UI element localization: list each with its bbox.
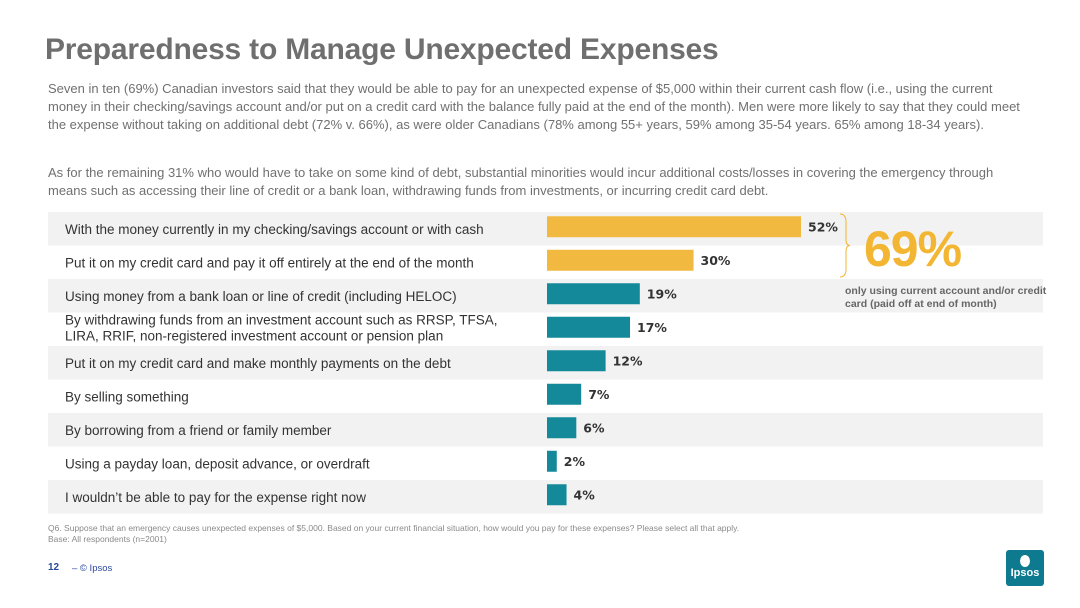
bar-value-label: 6% (583, 420, 605, 435)
category-label-line: LIRA, RRIF, non-registered investment ac… (65, 329, 443, 344)
category-label: By withdrawing funds from an investment … (65, 313, 497, 344)
bar (547, 316, 631, 338)
category-label: With the money currently in my checking/… (65, 222, 484, 237)
bar-value-label: 30% (701, 253, 731, 268)
bar (547, 484, 567, 506)
category-label: Using a payday loan, deposit advance, or… (65, 456, 370, 471)
footnote-base: Base: All respondents (n=2001) (48, 534, 167, 544)
category-label-line: By withdrawing funds from an investment … (65, 313, 497, 328)
page-title: Preparedness to Manage Unexpected Expens… (45, 33, 719, 66)
logo-dot-icon (1020, 555, 1030, 567)
bar (547, 383, 582, 405)
bar-value-label: 12% (613, 353, 643, 368)
summary-paragraph-2: As for the remaining 31% who would have … (48, 165, 994, 198)
bar-value-label: 2% (564, 454, 586, 469)
bar (547, 450, 557, 472)
bar-value-label: 19% (647, 286, 677, 301)
bar (547, 283, 640, 305)
logo-text: Ipsos (1010, 567, 1040, 579)
bar (547, 249, 694, 271)
bar-value-label: 17% (637, 320, 667, 335)
annotation-total-percent: 69% (864, 221, 962, 277)
category-label: I wouldn’t be able to pay for the expens… (65, 490, 366, 505)
bar-value-label: 52% (808, 219, 838, 234)
page-number: 12 (48, 562, 60, 573)
footnote: Q6. Suppose that an emergency causes une… (48, 523, 739, 545)
bar (547, 216, 801, 238)
bar (547, 350, 606, 372)
category-label: Put it on my credit card and pay it off … (65, 255, 474, 270)
bar-value-label: 4% (574, 487, 596, 502)
footnote-question: Q6. Suppose that an emergency causes une… (48, 523, 740, 533)
category-label: By borrowing from a friend or family mem… (65, 423, 332, 438)
row-band (48, 346, 1043, 380)
bar (547, 417, 577, 439)
category-label: Using money from a bank loan or line of … (65, 289, 457, 304)
annotation-bracket (839, 213, 851, 278)
row-band (48, 413, 1043, 447)
annotation-note: only using current account and/or credit… (845, 285, 1047, 310)
category-label: Put it on my credit card and make monthl… (65, 356, 451, 371)
row-band (48, 480, 1043, 514)
summary-paragraph-1: Seven in ten (69%) Canadian investors sa… (48, 81, 1020, 132)
row-band (48, 279, 1043, 313)
ipsos-logo: Ipsos (1006, 550, 1044, 586)
copyright: – © Ipsos (72, 563, 113, 574)
category-label: By selling something (65, 389, 189, 404)
row-band (48, 212, 1043, 246)
bar-value-label: 7% (588, 387, 610, 402)
